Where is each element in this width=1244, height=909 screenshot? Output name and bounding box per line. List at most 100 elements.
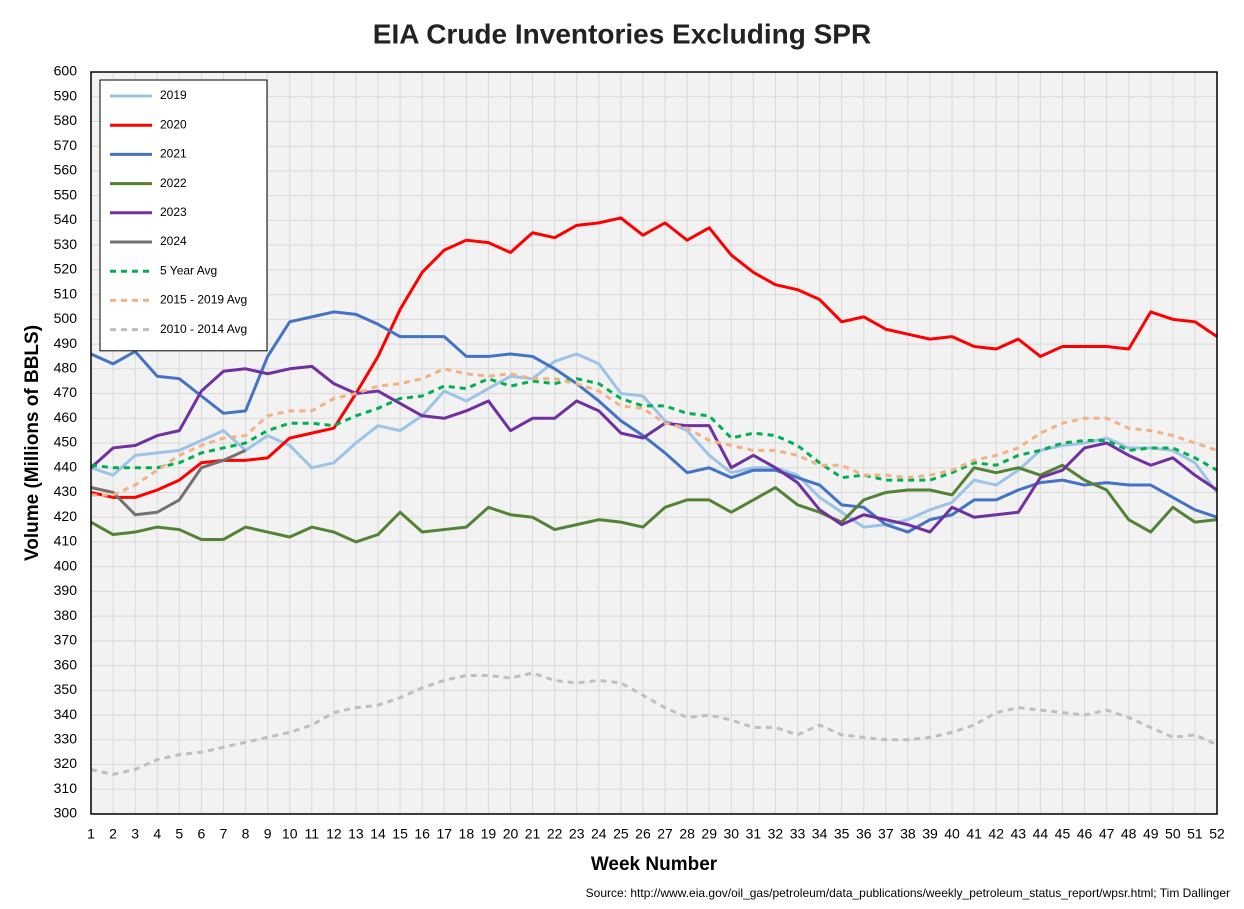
x-tick-label: 5 <box>175 826 183 842</box>
y-tick-label: 600 <box>54 63 78 79</box>
y-tick-label: 470 <box>54 384 78 400</box>
x-tick-label: 32 <box>768 826 784 842</box>
y-tick-label: 400 <box>54 557 78 573</box>
x-tick-label: 26 <box>635 826 651 842</box>
legend-label: 2015 - 2019 Avg <box>160 293 247 307</box>
legend-label: 2020 <box>160 117 187 131</box>
y-tick-label: 440 <box>54 458 78 474</box>
x-tick-label: 30 <box>723 826 739 842</box>
y-tick-label: 430 <box>54 483 78 499</box>
x-tick-label: 7 <box>220 826 228 842</box>
x-tick-label: 15 <box>392 826 408 842</box>
plot-border <box>90 71 1218 815</box>
y-axis-title: Volume (Millions of BBLS) <box>22 325 43 561</box>
y-tick-label: 530 <box>54 236 78 252</box>
x-tick-label: 23 <box>569 826 585 842</box>
series-line <box>90 216 1218 499</box>
x-tick-label: 1 <box>87 826 95 842</box>
x-tick-label: 18 <box>459 826 475 842</box>
x-tick-label: 2 <box>109 826 117 842</box>
y-tick-label: 370 <box>54 632 78 648</box>
x-tick-label: 46 <box>1077 826 1093 842</box>
y-tick-label: 560 <box>54 162 78 178</box>
x-tick-label: 49 <box>1143 826 1159 842</box>
x-tick-label: 39 <box>922 826 938 842</box>
x-tick-label: 10 <box>282 826 298 842</box>
x-tick-label: 42 <box>988 826 1004 842</box>
x-tick-label: 33 <box>790 826 806 842</box>
y-tick-label: 310 <box>54 780 78 796</box>
y-tick-label: 520 <box>54 261 78 277</box>
x-tick-label: 21 <box>525 826 541 842</box>
series-line <box>90 377 1218 482</box>
series-line <box>90 671 1218 776</box>
legend-label: 2024 <box>160 234 187 248</box>
series-line <box>90 463 1218 544</box>
x-tick-label: 51 <box>1187 826 1203 842</box>
x-tick-label: 27 <box>657 826 673 842</box>
y-tick-label: 320 <box>54 755 78 771</box>
y-tick-label: 590 <box>54 87 78 103</box>
legend-label: 2021 <box>160 147 187 161</box>
x-tick-label: 29 <box>701 826 717 842</box>
x-tick-label: 4 <box>153 826 161 842</box>
x-tick-label: 38 <box>900 826 916 842</box>
x-tick-label: 44 <box>1033 826 1049 842</box>
y-tick-label: 490 <box>54 335 78 351</box>
series-line <box>90 310 1218 534</box>
series-line <box>89 364 1218 534</box>
x-tick-label: 16 <box>414 826 430 842</box>
x-tick-label: 48 <box>1121 826 1137 842</box>
y-tick-label: 450 <box>54 434 78 450</box>
y-tick-label: 350 <box>54 681 78 697</box>
x-tick-label: 9 <box>264 826 272 842</box>
x-tick-label: 36 <box>856 826 872 842</box>
chart-title: EIA Crude Inventories Excluding SPR <box>373 18 871 49</box>
series-line <box>91 367 1218 497</box>
y-tick-label: 410 <box>54 533 78 549</box>
series-line <box>90 449 247 517</box>
x-tick-label: 11 <box>305 826 320 842</box>
x-tick-label: 12 <box>326 826 342 842</box>
y-tick-label: 330 <box>54 731 78 747</box>
x-tick-label: 20 <box>503 826 519 842</box>
y-tick-label: 340 <box>54 706 78 722</box>
legend-label: 2010 - 2014 Avg <box>160 322 247 336</box>
y-tick-label: 570 <box>54 137 78 153</box>
x-tick-label: 52 <box>1209 826 1225 842</box>
x-tick-label: 8 <box>242 826 250 842</box>
legend-label: 5 Year Avg <box>160 263 217 277</box>
y-tick-label: 540 <box>54 211 78 227</box>
y-tick-label: 580 <box>54 112 78 128</box>
legend-label: 2022 <box>160 176 187 190</box>
x-tick-label: 50 <box>1165 826 1181 842</box>
legend: 2019 2020 2021 2022 2023 2024 5 Year Avg 2015 -… <box>99 79 268 352</box>
x-tick-label: 35 <box>834 826 850 842</box>
y-tick-label: 300 <box>54 805 78 821</box>
x-tick-label: 6 <box>197 826 205 842</box>
x-tick-label: 34 <box>812 826 828 842</box>
x-tick-label: 25 <box>613 826 629 842</box>
legend-label: 2019 <box>160 88 187 102</box>
x-tick-label: 13 <box>348 826 364 842</box>
lines <box>89 216 1219 776</box>
y-tick-label: 390 <box>54 582 78 598</box>
x-tick-label: 37 <box>878 826 894 842</box>
y-tick-label: 380 <box>54 607 78 623</box>
x-tick-label: 24 <box>591 826 607 842</box>
y-tick-label: 460 <box>54 409 78 425</box>
x-axis-title: Week Number <box>591 854 718 875</box>
series-line <box>90 352 1219 529</box>
y-tick-label: 420 <box>54 508 78 524</box>
x-tick-label: 14 <box>370 826 386 842</box>
y-tick-label: 510 <box>54 285 78 301</box>
x-tick-label: 19 <box>481 826 497 842</box>
x-tick-label: 17 <box>436 826 452 842</box>
y-tick-label: 550 <box>54 186 78 202</box>
source-note: Source: http://www.eia.gov/oil_gas/petro… <box>586 886 1230 900</box>
y-tick-label: 360 <box>54 656 78 672</box>
x-tick-label: 41 <box>966 826 982 842</box>
y-tick-label: 480 <box>54 360 78 376</box>
x-tick-label: 3 <box>131 826 139 842</box>
